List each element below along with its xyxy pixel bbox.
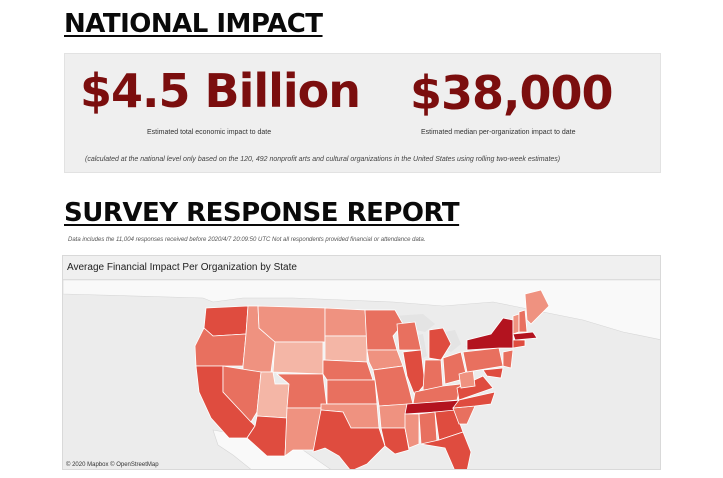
state-new-hampshire[interactable] [518,309,528,333]
data-note: Data includes the 11,004 responses recei… [68,237,426,243]
state-arkansas[interactable] [378,403,408,429]
state-colorado[interactable] [275,373,328,409]
canada-landmass [63,280,660,340]
median-impact-value: $38,000 [410,66,614,120]
total-impact-value: $4.5 Billion [80,64,361,118]
map-title-bar: Average Financial Impact Per Organizatio… [63,256,660,280]
state-nevada[interactable] [222,365,262,423]
national-impact-panel: $4.5 Billion Estimated total economic im… [64,53,661,173]
state-washington[interactable] [203,305,249,337]
state-north-dakota[interactable] [324,307,368,337]
state-new-york[interactable] [466,317,514,351]
total-impact-caption: Estimated total economic impact to date [147,129,272,136]
median-impact-caption: Estimated median per-organization impact… [421,129,576,136]
state-south-dakota[interactable] [324,335,368,363]
state-wyoming[interactable] [272,341,324,375]
state-connecticut[interactable] [512,339,526,349]
state-texas[interactable] [312,409,386,470]
state-new-mexico[interactable] [284,407,322,457]
national-impact-heading: NATIONAL IMPACT [64,9,323,39]
state-maine[interactable] [524,289,550,325]
state-maryland[interactable] [482,367,504,379]
state-impact-map-panel: Average Financial Impact Per Organizatio… [62,255,661,470]
state-kansas[interactable] [326,379,378,405]
choropleth-map[interactable]: © 2020 Mapbox © OpenStreetMap [63,280,661,470]
map-attribution: © 2020 Mapbox © OpenStreetMap [66,462,159,468]
state-vermont[interactable] [512,313,520,335]
state-nebraska[interactable] [322,359,374,381]
state-mississippi[interactable] [404,413,420,449]
state-louisiana[interactable] [380,427,410,455]
calculation-footnote: (calculated at the national level only b… [85,156,561,163]
map-svg[interactable] [63,280,661,470]
state-illinois[interactable] [402,349,426,397]
state-massachusetts[interactable] [512,331,538,341]
map-title: Average Financial Impact Per Organizatio… [67,262,297,273]
state-indiana[interactable] [422,359,444,391]
state-north-carolina[interactable] [452,391,496,409]
state-new-jersey[interactable] [502,349,514,369]
state-alabama[interactable] [418,411,438,445]
state-florida[interactable] [420,431,472,470]
survey-report-heading: SURVEY RESPONSE REPORT [64,198,460,228]
state-michigan[interactable] [428,327,452,361]
